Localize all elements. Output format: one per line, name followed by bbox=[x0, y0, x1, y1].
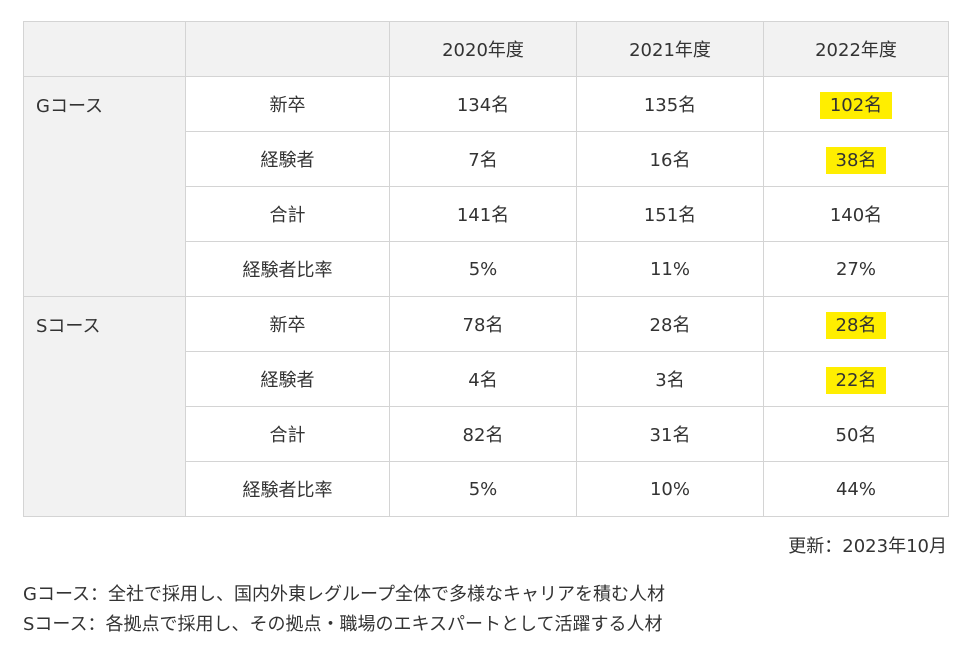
table-row: 合計 82名 31名 50名 bbox=[24, 406, 949, 462]
highlighted-value: 28名 bbox=[825, 312, 887, 339]
row-label: 経験者 bbox=[185, 351, 390, 407]
header-year-2022: 2022年度 bbox=[763, 21, 949, 77]
highlighted-value: 38名 bbox=[825, 147, 887, 174]
header-empty-course bbox=[23, 21, 186, 77]
row-label: 経験者比率 bbox=[185, 241, 390, 297]
row-label: 合計 bbox=[185, 406, 390, 462]
cell-2022: 50名 bbox=[763, 406, 949, 462]
cell-2020: 82名 bbox=[389, 406, 577, 462]
cell-2020: 141名 bbox=[389, 186, 577, 242]
table-row: Gコース 新卒 134名 135名 102名 bbox=[23, 76, 949, 297]
table-row: 経験者 7名 16名 38名 bbox=[24, 131, 949, 187]
cell-2021: 151名 bbox=[576, 186, 764, 242]
cell-2022: 44% bbox=[763, 461, 949, 517]
cell-2020: 134名 bbox=[389, 76, 577, 132]
cell-2020: 5% bbox=[389, 461, 577, 517]
row-label: 経験者 bbox=[185, 131, 390, 187]
table-row: 経験者 4名 3名 22名 bbox=[24, 351, 949, 407]
table-row: 経験者比率 5% 10% 44% bbox=[24, 461, 949, 517]
cell-2021: 16名 bbox=[576, 131, 764, 187]
cell-2022: 22名 bbox=[763, 351, 949, 407]
highlighted-value: 22名 bbox=[825, 367, 887, 394]
course-notes: Gコース：全社で採用し、国内外東レグループ全体で多様なキャリアを積む人材 Sコー… bbox=[23, 580, 665, 640]
cell-2022: 102名 bbox=[763, 76, 949, 132]
table-header-row: 2020年度 2021年度 2022年度 bbox=[23, 21, 949, 77]
note-s-course: Sコース：各拠点で採用し、その拠点・職場のエキスパートとして活躍する人材 bbox=[23, 614, 663, 635]
header-year-2020: 2020年度 bbox=[389, 21, 577, 77]
cell-2021: 10% bbox=[576, 461, 764, 517]
header-empty-label bbox=[185, 21, 390, 77]
cell-2020: 5% bbox=[389, 241, 577, 297]
updated-date: 更新：2023年10月 bbox=[788, 536, 947, 557]
cell-2022: 27% bbox=[763, 241, 949, 297]
row-label: 新卒 bbox=[185, 76, 390, 132]
row-label: 新卒 bbox=[185, 296, 390, 352]
header-year-2021: 2021年度 bbox=[576, 21, 764, 77]
cell-2021: 31名 bbox=[576, 406, 764, 462]
course-label-g: Gコース bbox=[23, 76, 186, 297]
course-label-s: Sコース bbox=[23, 296, 186, 517]
cell-2022: 140名 bbox=[763, 186, 949, 242]
cell-2022: 38名 bbox=[763, 131, 949, 187]
cell-2022: 28名 bbox=[763, 296, 949, 352]
note-g-course: Gコース：全社で採用し、国内外東レグループ全体で多様なキャリアを積む人材 bbox=[23, 584, 665, 605]
cell-2020: 4名 bbox=[389, 351, 577, 407]
row-label: 経験者比率 bbox=[185, 461, 390, 517]
table-row: Sコース 新卒 78名 28名 28名 bbox=[23, 296, 949, 517]
row-label: 合計 bbox=[185, 186, 390, 242]
table-row: 経験者比率 5% 11% 27% bbox=[24, 241, 949, 297]
cell-2021: 11% bbox=[576, 241, 764, 297]
cell-2020: 78名 bbox=[389, 296, 577, 352]
cell-2021: 28名 bbox=[576, 296, 764, 352]
highlighted-value: 102名 bbox=[819, 92, 893, 119]
hiring-table: 2020年度 2021年度 2022年度 Gコース 新卒 134名 135名 1… bbox=[23, 21, 949, 517]
cell-2021: 3名 bbox=[576, 351, 764, 407]
table-row: 合計 141名 151名 140名 bbox=[24, 186, 949, 242]
cell-2021: 135名 bbox=[576, 76, 764, 132]
cell-2020: 7名 bbox=[389, 131, 577, 187]
